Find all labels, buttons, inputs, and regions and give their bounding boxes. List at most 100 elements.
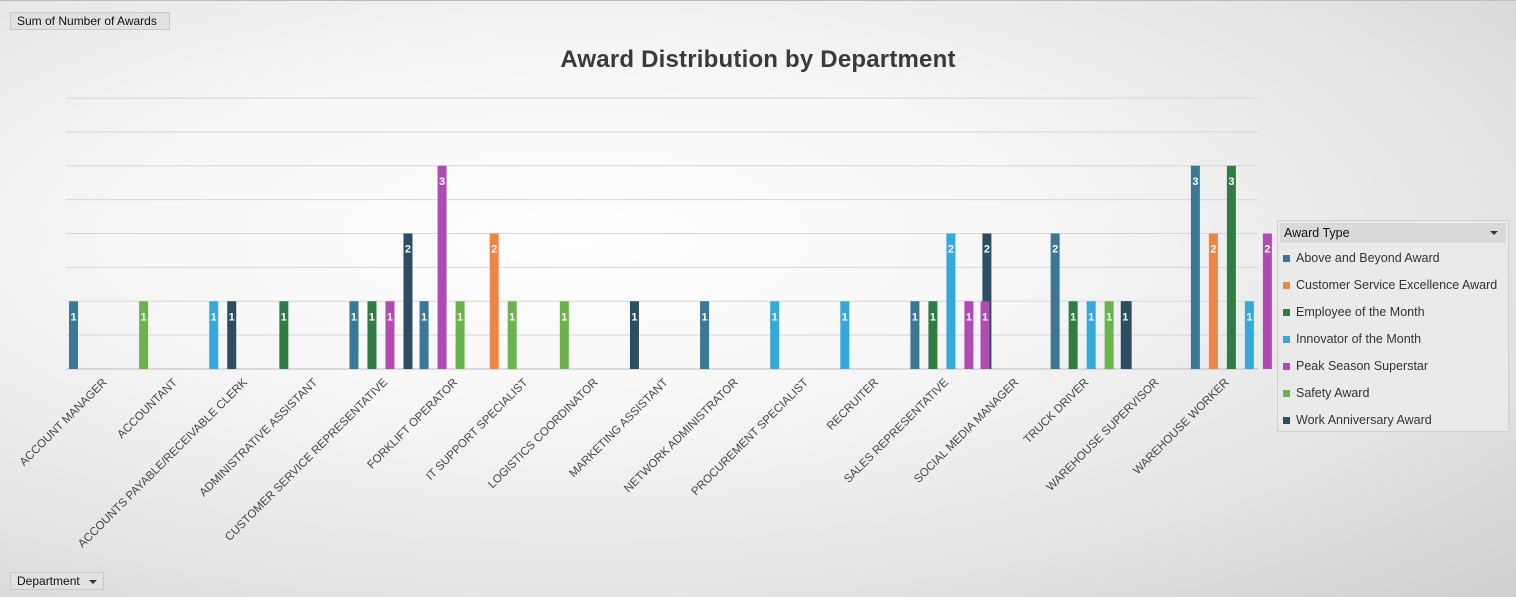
legend-swatch xyxy=(1283,363,1290,370)
category-label: NETWORK ADMINISTRATOR xyxy=(622,377,740,495)
bar xyxy=(1208,233,1218,369)
bar xyxy=(419,301,429,369)
bar xyxy=(489,233,499,369)
bar xyxy=(1104,301,1114,369)
legend-swatch xyxy=(1283,282,1290,289)
legend-swatch xyxy=(1283,336,1290,343)
category-label: CUSTOMER SERVICE REPRESENTATIVE xyxy=(223,376,390,543)
data-label: 1 xyxy=(211,311,217,323)
data-label: 1 xyxy=(369,311,375,323)
category-label: LOGISTICS COORDINATOR xyxy=(486,377,600,491)
bar xyxy=(910,301,920,369)
category-label: ADMINISTRATIVE ASSISTANT xyxy=(198,377,321,500)
data-label: 1 xyxy=(561,311,567,323)
data-label: 1 xyxy=(387,311,393,323)
bar xyxy=(770,301,780,369)
data-label: 1 xyxy=(966,311,972,323)
top-border xyxy=(0,0,1516,1)
data-label: 1 xyxy=(1106,311,1112,323)
legend-item: Employee of the Month xyxy=(1278,299,1508,326)
bar xyxy=(1120,301,1130,369)
data-label: 1 xyxy=(1070,311,1076,323)
data-label: 1 xyxy=(457,311,463,323)
data-label: 1 xyxy=(631,311,637,323)
bar xyxy=(437,165,447,369)
data-label: 2 xyxy=(984,244,990,256)
data-label: 3 xyxy=(1192,176,1198,188)
bar xyxy=(227,301,237,369)
legend-item: Work Anniversary Award xyxy=(1278,407,1508,434)
bar xyxy=(1262,233,1272,369)
bar xyxy=(700,301,710,369)
legend-label: Work Anniversary Award xyxy=(1296,413,1432,427)
bar xyxy=(928,301,938,369)
legend-item: Peak Season Superstar xyxy=(1278,353,1508,380)
legend-item: Innovator of the Month xyxy=(1278,326,1508,353)
legend-swatch xyxy=(1283,309,1290,316)
bar xyxy=(69,301,78,369)
bar xyxy=(946,233,956,369)
bar xyxy=(1068,301,1078,369)
legend-swatch xyxy=(1283,417,1290,424)
bar xyxy=(1226,165,1236,369)
legend-swatch xyxy=(1283,255,1290,262)
data-label: 1 xyxy=(229,311,235,323)
department-field-label: Department xyxy=(17,574,80,588)
bar xyxy=(403,233,413,369)
department-field-button[interactable]: Department xyxy=(10,572,104,590)
data-label: 1 xyxy=(982,311,988,323)
data-label: 1 xyxy=(912,311,918,323)
data-label: 1 xyxy=(281,311,287,323)
data-label: 1 xyxy=(842,311,848,323)
legend-label: Above and Beyond Award xyxy=(1296,251,1440,265)
bar xyxy=(1086,301,1096,369)
legend-label: Peak Season Superstar xyxy=(1296,359,1429,373)
bar xyxy=(349,301,359,369)
data-label: 2 xyxy=(1210,244,1216,256)
category-label: RECRUITER xyxy=(825,377,881,433)
data-label: 2 xyxy=(491,244,497,256)
data-label: 1 xyxy=(509,311,515,323)
bar xyxy=(840,301,850,369)
bar xyxy=(455,301,465,369)
bar xyxy=(1050,233,1060,369)
chevron-down-icon xyxy=(1490,231,1498,235)
bar xyxy=(385,301,395,369)
data-label: 1 xyxy=(1088,311,1094,323)
value-field-button[interactable]: Sum of Number of Awards xyxy=(10,12,170,30)
legend-swatch xyxy=(1283,390,1290,397)
data-label: 1 xyxy=(141,311,147,323)
data-label: 1 xyxy=(1246,311,1252,323)
data-label: 1 xyxy=(1122,311,1128,323)
bar xyxy=(1244,301,1254,369)
category-label: PROCUREMENT SPECIALIST xyxy=(690,377,811,498)
data-label: 2 xyxy=(1052,244,1058,256)
legend-label: Employee of the Month xyxy=(1296,305,1425,319)
legend: Award Type Above and Beyond Award Custom… xyxy=(1277,220,1509,432)
category-label: WAREHOUSE SUPERVISOR xyxy=(1045,377,1162,494)
data-label: 1 xyxy=(70,311,76,323)
bar xyxy=(559,301,569,369)
data-label: 2 xyxy=(948,244,954,256)
data-label: 1 xyxy=(701,311,707,323)
data-label: 2 xyxy=(405,244,411,256)
data-label: 1 xyxy=(930,311,936,323)
legend-item: Customer Service Excellence Award xyxy=(1278,272,1508,299)
data-label: 1 xyxy=(772,311,778,323)
category-label: TRUCK DRIVER xyxy=(1022,377,1091,446)
data-label: 1 xyxy=(421,311,427,323)
legend-item: Safety Award xyxy=(1278,380,1508,407)
bar xyxy=(1190,165,1200,369)
category-label: ACCOUNT MANAGER xyxy=(18,377,110,469)
data-label: 1 xyxy=(351,311,357,323)
bar xyxy=(209,301,219,369)
data-label: 3 xyxy=(1228,176,1234,188)
bar xyxy=(507,301,517,369)
legend-item: Above and Beyond Award xyxy=(1278,245,1508,272)
bar xyxy=(279,301,289,369)
bar xyxy=(980,301,990,369)
legend-label: Innovator of the Month xyxy=(1296,332,1422,346)
legend-filter-button[interactable]: Award Type xyxy=(1280,223,1506,243)
chevron-down-icon xyxy=(89,579,98,584)
